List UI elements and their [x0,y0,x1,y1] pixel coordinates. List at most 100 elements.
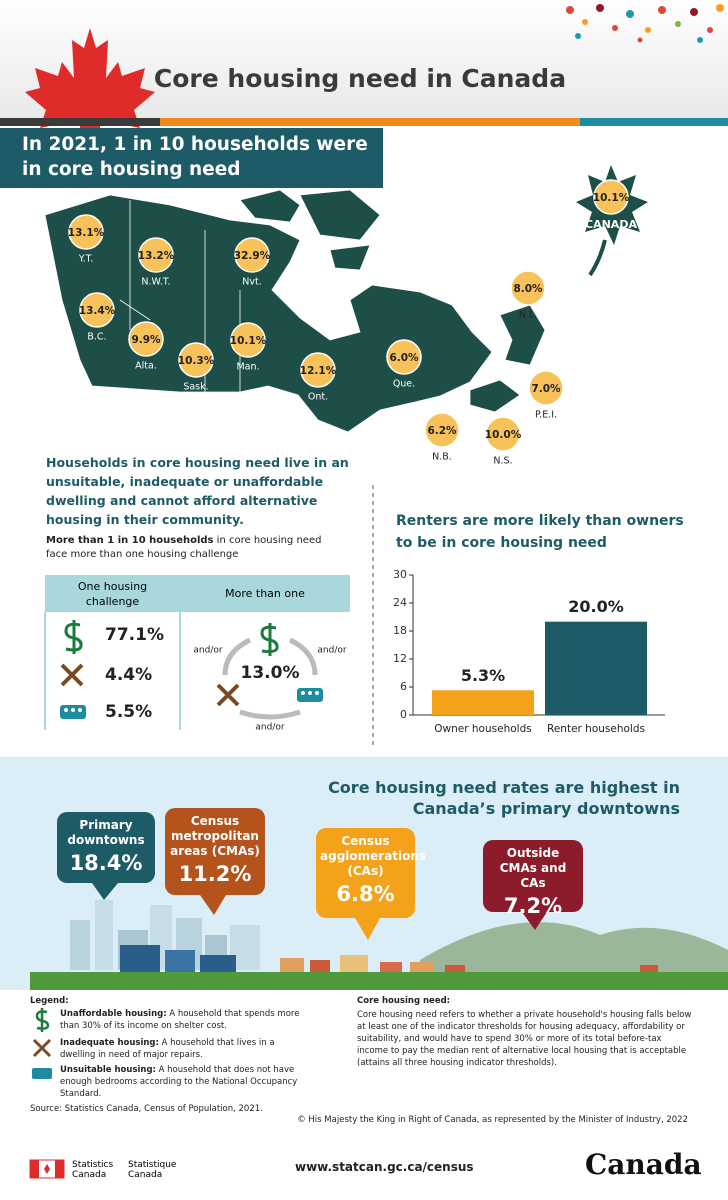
area-bubble: Outside CMAs and CAs 7.2% [483,840,583,918]
copyright: © His Majesty the King in Right of Canad… [297,1115,688,1125]
legend-item: Unsuitable housing: A household that doe… [60,1064,305,1100]
region-value: 13.2% [138,250,175,262]
region-circle [178,342,214,378]
definition: Core housing need refers to whether a pr… [357,1010,692,1068]
connector: and/or [317,646,346,656]
y-tick-label: 0 [400,708,407,721]
column-header: More than one [225,587,305,600]
map-heading: In 2021, 1 in 10 households were in core… [22,134,368,180]
bar [545,621,647,715]
region-name: Ont. [308,392,328,403]
connector: and/or [193,646,222,656]
region-circle [485,416,521,452]
region-circle [528,370,564,406]
area-value: 18.4% [69,851,143,875]
multiple-value: 13.0% [241,663,300,683]
bubble-pointers [92,883,547,940]
region-value: 6.2% [427,425,457,437]
area-value: 11.2% [178,862,252,886]
flag [29,1159,65,1179]
region-name: N.B. [432,452,452,463]
stripe [580,118,728,126]
challenges-note: More than 1 in 10 households in core hou… [46,534,336,562]
area-value: 6.8% [336,882,395,906]
region-name: N.L. [519,310,537,321]
stripe [0,118,160,126]
region-value: 6.0% [389,352,419,364]
region-name: N.S. [493,456,512,467]
region-value: 10.1% [593,192,630,204]
dots [566,4,724,43]
geography-heading: Core housing need rates are highest in C… [328,778,680,818]
table-header [45,575,350,612]
region-value: 12.1% [300,365,337,377]
leaf-stem [588,239,607,277]
region-circle [230,322,266,358]
region-value: 10.3% [178,355,215,367]
x-tick-label: Renter households [547,723,645,735]
region-name: P.E.I. [535,410,557,421]
region-value: 13.4% [79,305,116,317]
region-value: 9.9% [131,334,161,346]
region-name: Que. [393,379,415,390]
canada-map [44,189,546,433]
definition-title: Core housing need: [357,996,451,1006]
connector: and/or [255,723,284,733]
stripe [160,118,580,126]
chart-title: Renters are more likely than owners to b… [396,513,684,551]
y-tick-label: 30 [393,568,407,581]
legend-text: A household that spends more than 30% of… [60,1009,300,1031]
challenge-value: 5.5% [105,702,152,722]
area-bubble: Census metropolitan areas (CMAs) 11.2% [165,808,265,895]
title: Core housing need in Canada [154,64,566,93]
legend-term: Inadequate housing: [60,1038,159,1048]
legend-term: Unaffordable housing: [60,1009,167,1019]
note: in core housing need face more than one … [46,535,322,560]
region-circle [234,237,270,273]
region-value: 7.0% [531,383,561,395]
area-bubble: Primary downtowns 18.4% [57,812,155,883]
y-tick-label: 24 [393,596,407,609]
region-circle [424,412,460,448]
legend-icons [32,1008,52,1079]
legend-item: Inadequate housing: A household that liv… [60,1037,305,1061]
source: Source: Statistics Canada, Census of Pop… [30,1104,263,1114]
wordmark: Canada [585,1148,702,1181]
y-tick-label: 12 [393,652,407,665]
legend-text: A household that does not have enough be… [60,1065,298,1099]
region-value: 10.1% [230,335,267,347]
region-name: Nvt. [242,277,261,288]
region-circle [386,339,422,375]
y-tick-label: 18 [393,624,407,637]
agency-fr: Statistique Canada [128,1160,177,1180]
skyline [30,900,728,990]
icons [60,620,323,720]
url: www.statcan.gc.ca/census [295,1160,474,1174]
region-value: 10.0% [485,429,522,441]
value-label: 20.0% [568,597,624,616]
value-label: 5.3% [461,666,505,685]
challenge-value: 4.4% [105,665,152,685]
x-tick-label: Owner households [434,723,531,735]
region-circle [128,321,164,357]
region-name: Man. [236,362,259,373]
column-header: One housing challenge [77,580,148,608]
y-tick-label: 6 [400,680,407,693]
region-value: 8.0% [513,283,543,295]
region-name: N.W.T. [141,277,170,288]
region-name: Alta. [135,361,157,372]
bar [432,690,534,715]
region-circle [68,214,104,250]
region-circle [510,270,546,306]
area-name: Outside CMAs and CAs [499,846,567,890]
region-name: Sask. [183,382,208,393]
region-value: 32.9% [234,250,271,262]
challenge-value: 77.1% [105,625,164,645]
area-value: 7.2% [503,894,563,918]
area-name: Census metropolitan areas (CMAs) [170,814,260,858]
area-name: Primary downtowns [67,818,145,847]
region-circle [300,352,336,388]
canada-label: CANADA [585,218,637,231]
legend-item: Unaffordable housing: A household that s… [60,1008,305,1032]
